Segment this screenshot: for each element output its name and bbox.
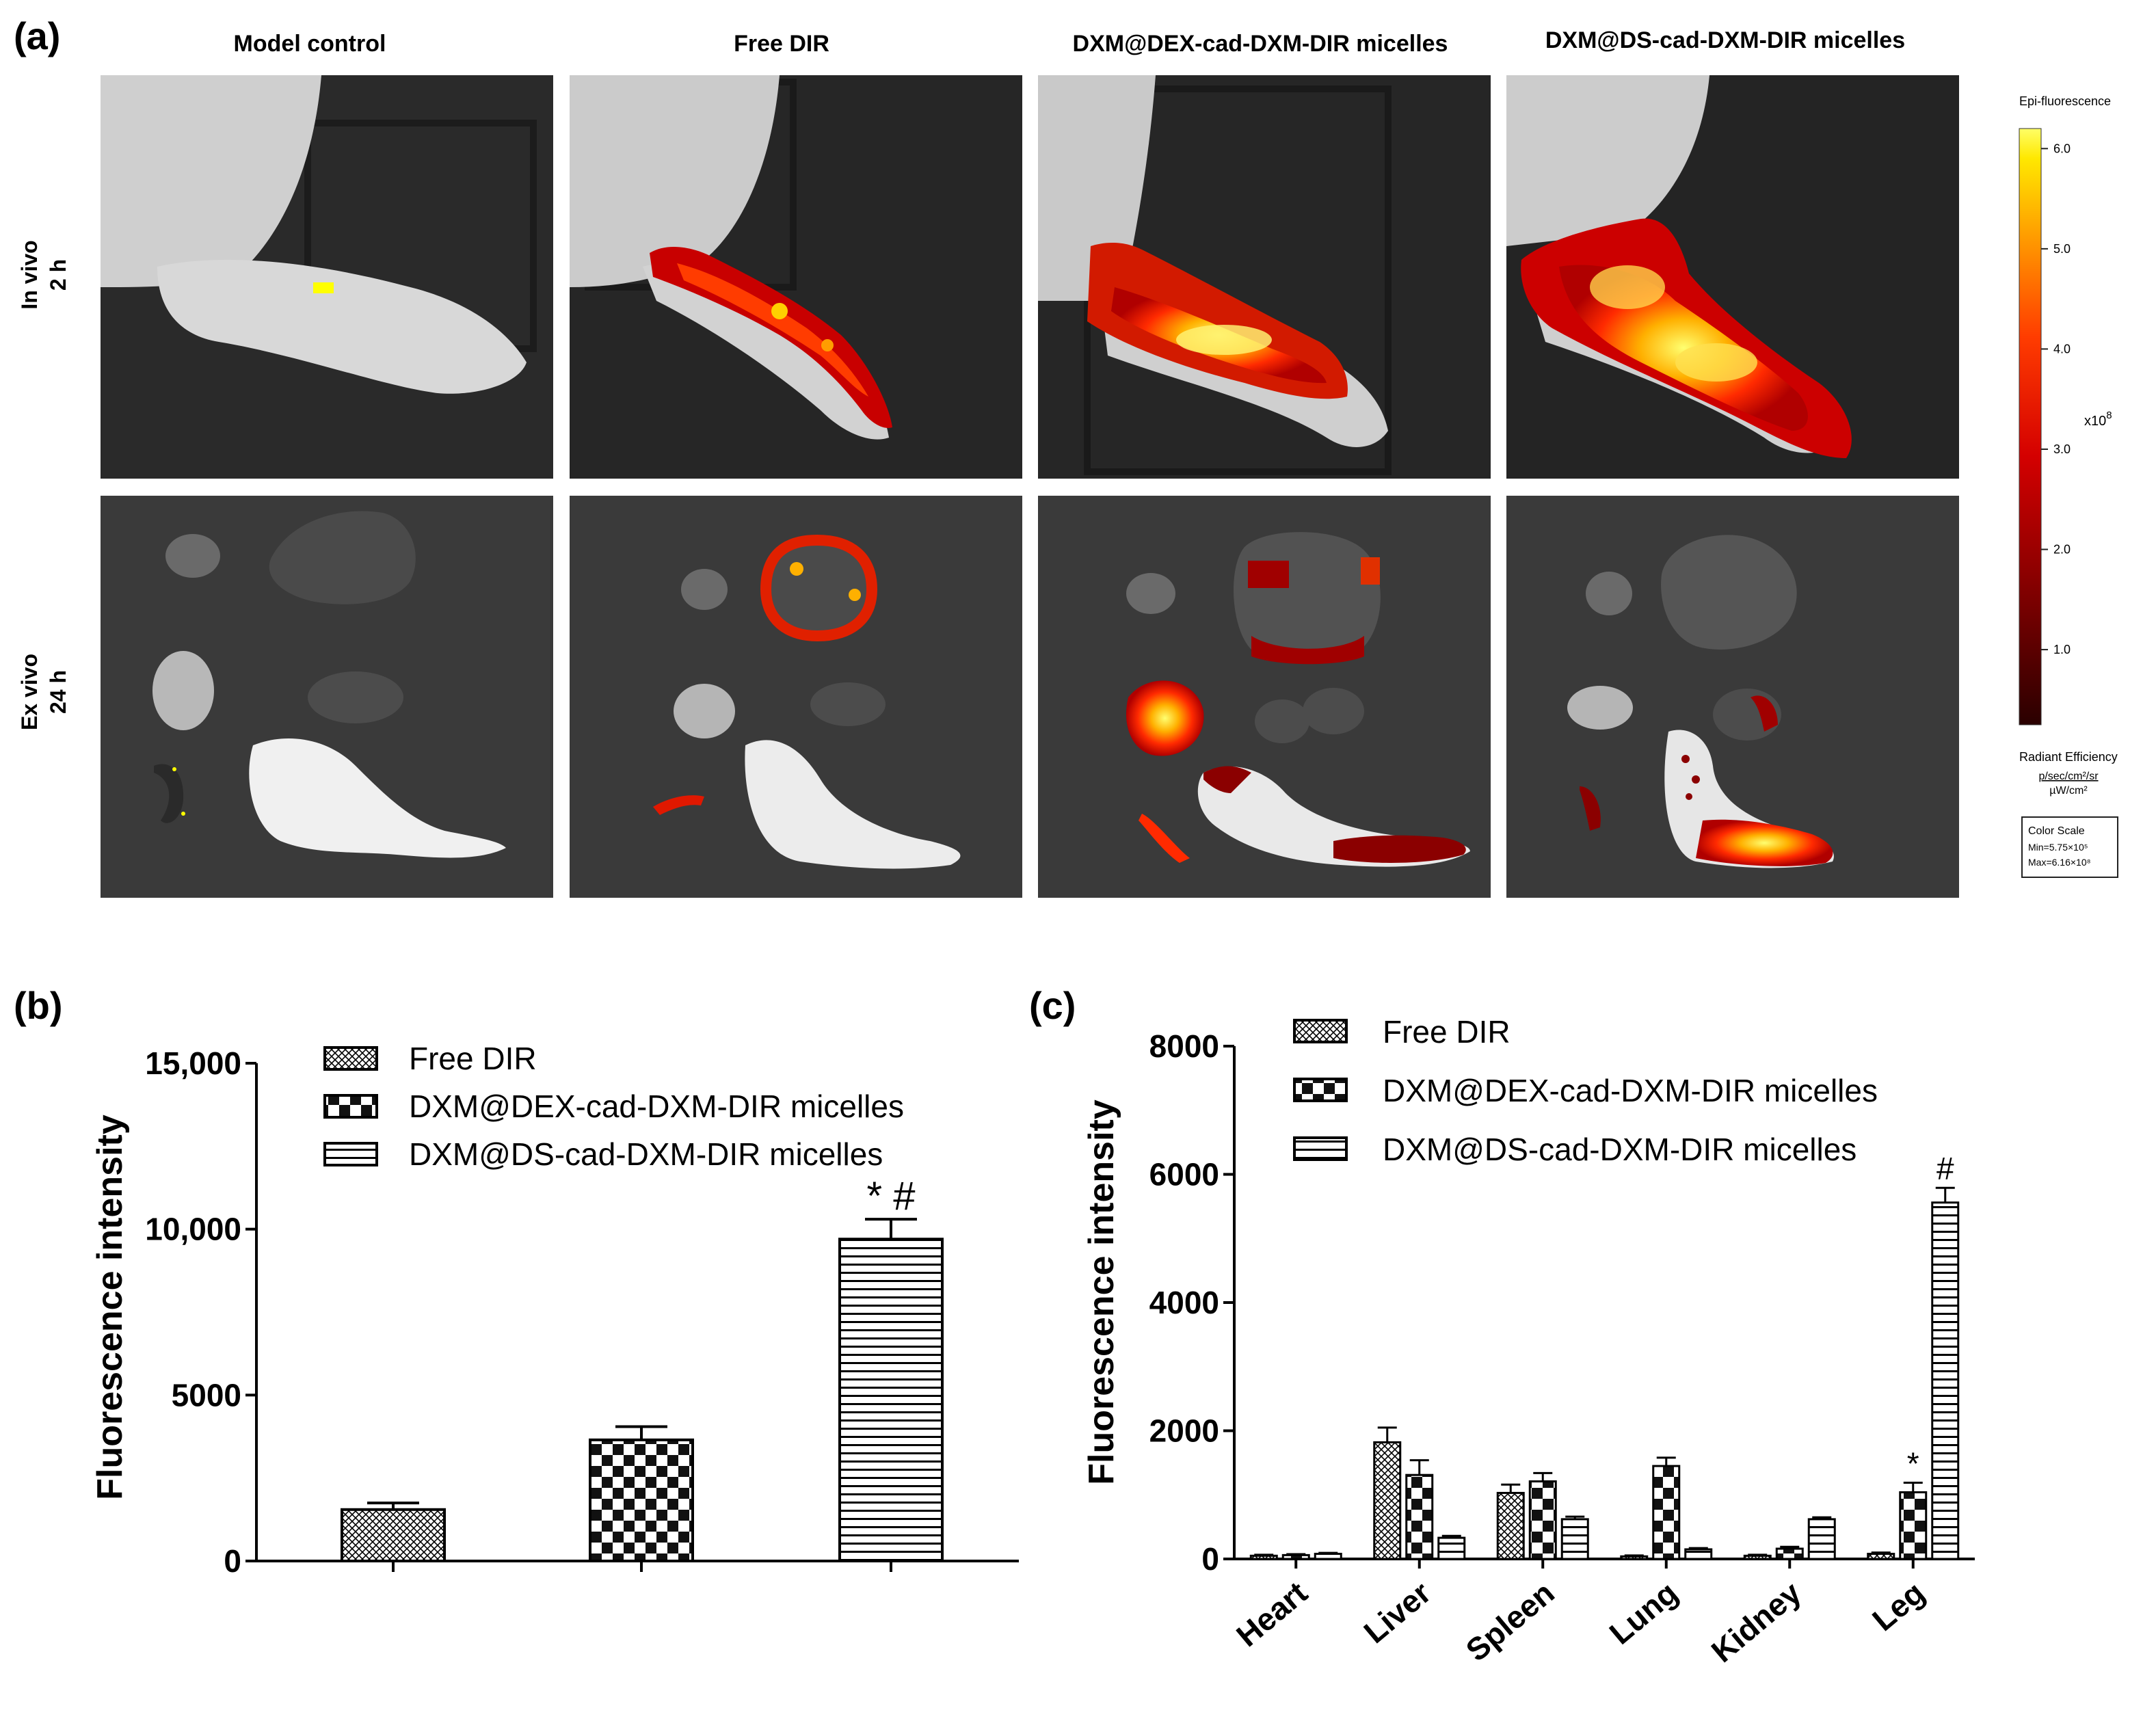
panel-b: (b) Fluorescence intensity Free DIR DXM@D…	[14, 984, 1019, 1579]
panel-c-ylabel: Fluorescence intensity	[1082, 1099, 1121, 1485]
panel-c-bar	[1652, 1465, 1681, 1560]
panel-b-bar	[838, 1238, 944, 1563]
panel-c-axes: 0 2000 4000 6000 8000 Heart Liver Spleen Lung Kid…	[1149, 1028, 1975, 1669]
colorbar-unit-denominator: µW/cm²	[2049, 785, 2088, 797]
panel-c-y-tick-label: 2000	[1149, 1413, 1219, 1449]
panel-b-bars: * #	[341, 1174, 944, 1563]
panel-c-bar	[1560, 1518, 1589, 1560]
in-vivo-image-model-control	[101, 75, 553, 479]
panel-c-bar	[1496, 1491, 1525, 1560]
panel-c-significance-label: #	[1937, 1151, 1954, 1186]
panel-c-category-label: Leg	[1865, 1575, 1931, 1638]
colorbar-tick-label: 3.0	[2053, 442, 2071, 456]
colorbar-unit-title: Radiant Efficiency	[2019, 750, 2118, 764]
colorbar-tick-label: 6.0	[2053, 142, 2071, 155]
panel-c-bar	[1743, 1554, 1772, 1560]
panel-b-legend-label: DXM@DS-cad-DXM-DIR micelles	[409, 1136, 883, 1172]
ex-vivo-image-ds-micelles	[1506, 496, 1959, 898]
panel-c-y-tick-label: 0	[1201, 1541, 1219, 1577]
colorbar-tick-label: 4.0	[2053, 342, 2071, 356]
panel-b-y-tick-label: 5000	[172, 1377, 241, 1413]
colorbar-ticks: 6.0 5.0 4.0 3.0 2.0 1.0	[2041, 142, 2071, 656]
panel-c-bar	[1373, 1441, 1402, 1560]
panel-c-y-tick-label: 8000	[1149, 1028, 1219, 1064]
panel-c-legend-swatch	[1293, 1019, 1348, 1043]
panel-c-bar	[1684, 1548, 1713, 1560]
color-scale-title: Color Scale	[2028, 825, 2085, 837]
panel-c-legend-swatch	[1293, 1078, 1348, 1102]
colorbar-tick-label: 5.0	[2053, 242, 2071, 256]
panel-c-bars: *#	[1249, 1151, 1960, 1560]
ex-vivo-image-model-control	[101, 496, 553, 898]
column-header-model-control: Model control	[234, 31, 386, 57]
colorbar-gradient	[2019, 128, 2042, 725]
panel-b-legend-swatch	[323, 1142, 378, 1166]
colorbar-tick-label: 2.0	[2053, 543, 2071, 557]
panel-b-label: (b)	[14, 984, 63, 1027]
panel-c: (c) Fluorescence intensity Free DIR DXM@D…	[1029, 984, 1975, 1669]
panel-c-bar	[1899, 1491, 1928, 1560]
panel-a: (a) Model control Free DIR DXM@DEX-cad-D…	[14, 14, 2118, 898]
color-scale-box	[2021, 816, 2118, 878]
panel-c-legend-swatch	[1293, 1136, 1348, 1161]
panel-b-y-tick-label: 15,000	[145, 1045, 241, 1081]
panel-c-significance-label: *	[1907, 1445, 1919, 1481]
panel-c-legend-label: Free DIR	[1383, 1014, 1510, 1050]
panel-b-significance-label: * #	[867, 1174, 916, 1218]
panel-c-bar	[1281, 1553, 1310, 1560]
panel-c-bar	[1314, 1553, 1342, 1560]
panel-b-legend-swatch	[323, 1094, 378, 1119]
panel-c-bar	[1807, 1518, 1836, 1560]
panel-c-bar	[1405, 1473, 1434, 1560]
panel-b-legend-swatch	[323, 1046, 378, 1071]
panel-b-bar	[589, 1438, 694, 1562]
row-label-in-vivo: In vivo	[17, 240, 42, 309]
panel-c-bar	[1867, 1553, 1895, 1560]
panel-c-category-label: Lung	[1603, 1575, 1685, 1651]
color-scale-max: Max=6.16×10⁸	[2028, 857, 2091, 868]
in-vivo-image-free-dir	[570, 75, 1022, 479]
column-header-free-dir: Free DIR	[734, 31, 829, 57]
row-label-24h: 24 h	[46, 670, 70, 714]
column-header-dex-micelles: DXM@DEX-cad-DXM-DIR micelles	[1073, 31, 1448, 57]
panel-c-bar	[1931, 1201, 1960, 1560]
panel-b-legend: Free DIR DXM@DEX-cad-DXM-DIR micelles DXM@…	[323, 1041, 904, 1172]
panel-c-bar	[1437, 1536, 1466, 1560]
panel-c-legend: Free DIR DXM@DEX-cad-DXM-DIR micelles DXM@…	[1293, 1014, 1878, 1167]
ex-vivo-image-dex-micelles	[1038, 496, 1491, 898]
panel-c-category-label: Liver	[1357, 1575, 1438, 1651]
colorbar-multiplier: x108	[2084, 410, 2112, 429]
panel-a-label: (a)	[14, 14, 60, 57]
panel-c-category-label: Heart	[1229, 1575, 1314, 1653]
panel-b-legend-label: Free DIR	[409, 1041, 537, 1076]
color-scale-min: Min=5.75×10⁵	[2028, 842, 2088, 853]
row-label-ex-vivo: Ex vivo	[17, 654, 42, 730]
in-vivo-image-dex-micelles	[1038, 75, 1491, 479]
panel-c-legend-label: DXM@DEX-cad-DXM-DIR micelles	[1383, 1073, 1878, 1108]
row-label-2h: 2 h	[46, 259, 70, 291]
panel-c-category-label: Spleen	[1459, 1575, 1561, 1668]
panel-b-y-tick-label: 10,000	[145, 1212, 241, 1247]
panel-c-bar	[1528, 1480, 1557, 1560]
panel-b-legend-label: DXM@DEX-cad-DXM-DIR micelles	[409, 1089, 904, 1124]
colorbar-title: Epi-fluorescence	[2019, 94, 2111, 108]
colorbar-tick-label: 1.0	[2053, 643, 2071, 656]
colorbar-unit-numerator: p/sec/cm²/sr	[2038, 771, 2099, 782]
panel-c-y-tick-label: 6000	[1149, 1157, 1219, 1192]
colorbar: Epi-fluorescence 6.0 5.0 4.0 3.0 2.0 1.0 x108…	[2019, 94, 2118, 878]
in-vivo-image-ds-micelles	[1506, 75, 1959, 479]
panel-c-bar	[1775, 1547, 1804, 1560]
panel-b-y-tick-label: 0	[224, 1543, 241, 1579]
panel-b-ylabel: Fluorescence intensity	[90, 1115, 130, 1500]
panel-b-bar	[341, 1508, 446, 1563]
panel-c-y-tick-label: 4000	[1149, 1285, 1219, 1320]
panel-c-bar	[1620, 1555, 1649, 1560]
panel-c-bar	[1249, 1554, 1278, 1560]
ex-vivo-image-free-dir	[570, 496, 1022, 898]
panel-c-category-label: Kidney	[1705, 1575, 1808, 1670]
column-header-ds-micelles: DXM@DS-cad-DXM-DIR micelles	[1545, 27, 1905, 53]
panel-c-label: (c)	[1029, 984, 1076, 1027]
panel-c-legend-label: DXM@DS-cad-DXM-DIR micelles	[1383, 1132, 1856, 1167]
